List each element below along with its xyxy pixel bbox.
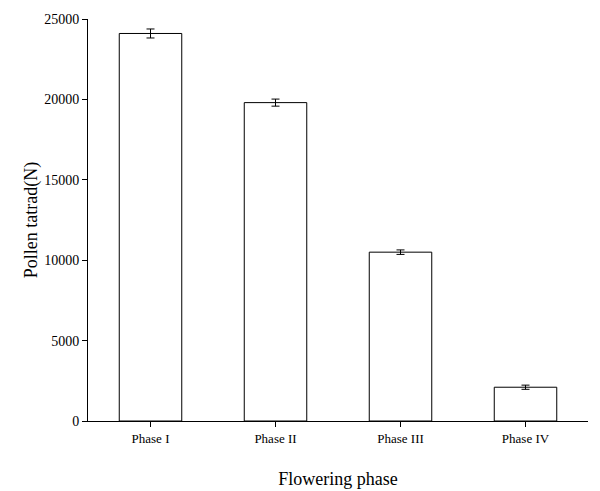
svg-text:Pollen tatrad(N): Pollen tatrad(N) [21,162,42,278]
svg-text:0: 0 [72,414,79,429]
svg-text:25000: 25000 [44,12,79,27]
svg-text:Phase IV: Phase IV [502,431,550,446]
svg-text:5000: 5000 [51,334,79,349]
svg-text:Phase I: Phase I [132,431,170,446]
svg-text:Phase III: Phase III [377,431,424,446]
svg-text:Phase II: Phase II [254,431,296,446]
svg-text:15000: 15000 [44,173,79,188]
svg-text:10000: 10000 [44,253,79,268]
svg-text:Flowering phase: Flowering phase [278,469,397,489]
svg-text:20000: 20000 [44,92,79,107]
